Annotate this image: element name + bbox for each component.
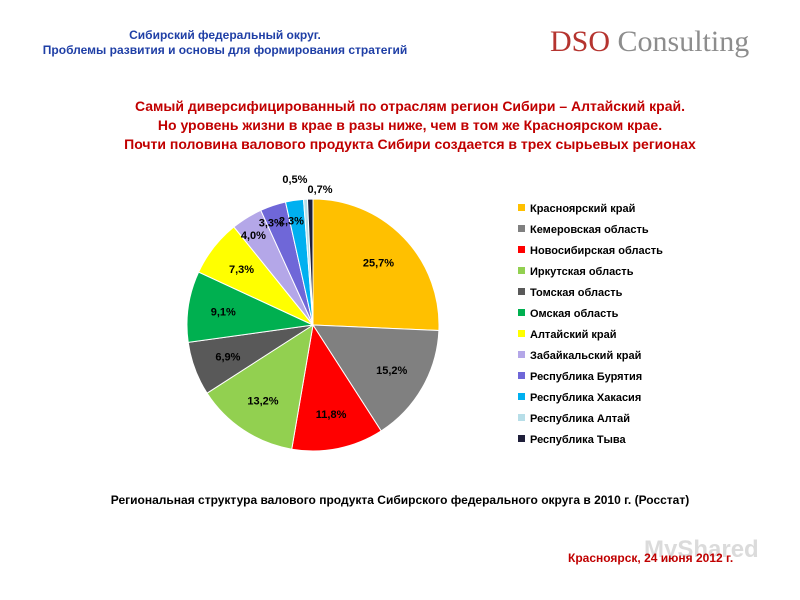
- slide-headline: Самый диверсифицированный по отраслям ре…: [20, 97, 800, 154]
- legend-swatch: [518, 288, 525, 295]
- pie-slice: [206, 323, 314, 450]
- legend-swatch: [518, 267, 525, 274]
- legend-label: Красноярский край: [530, 203, 635, 215]
- slice-value-label: 11,8%: [316, 409, 347, 421]
- presentation-header: Сибирский федеральный округ. Проблемы ра…: [0, 28, 450, 58]
- headline-line3: Почти половина валового продукта Сибири …: [124, 136, 696, 152]
- watermark: MyShared: [644, 536, 759, 563]
- logo-mark: DSO: [550, 25, 611, 58]
- slice-value-label: 3,3%: [259, 218, 284, 230]
- slice-value-label: 0,5%: [282, 174, 307, 186]
- header-title-line1: Сибирский федеральный округ.: [129, 28, 321, 42]
- pie-slice: [306, 198, 314, 326]
- legend-swatch: [518, 372, 525, 379]
- legend-label: Республика Алтай: [530, 413, 630, 425]
- legend-swatch: [518, 435, 525, 442]
- legend-swatch: [518, 330, 525, 337]
- legend-swatch: [518, 246, 525, 253]
- legend-label: Иркутская область: [530, 266, 634, 278]
- legend-swatch: [518, 414, 525, 421]
- slice-value-label: 6,9%: [215, 352, 240, 364]
- headline-line1: Самый диверсифицированный по отраслям ре…: [134, 98, 685, 114]
- slice-value-label: 13,2%: [247, 396, 278, 408]
- pie-slice: [312, 198, 440, 332]
- footer-place-date: Красноярск, 24 июня 2012 г.: [568, 551, 734, 565]
- legend-swatch: [518, 204, 525, 211]
- legend-swatch: [518, 393, 525, 400]
- legend-label: Томская область: [530, 287, 623, 299]
- header-title-line2: Проблемы развития и основы для формирова…: [42, 43, 408, 57]
- slice-value-label: 7,3%: [229, 264, 254, 276]
- legend-label: Алтайский край: [530, 329, 617, 341]
- legend-swatch: [518, 225, 525, 232]
- pie-slice: [291, 323, 382, 452]
- slice-value-label: 4,0%: [241, 230, 266, 242]
- slice-value-label: 9,1%: [211, 307, 236, 319]
- legend-label: Новосибирская область: [530, 245, 663, 257]
- slice-value-label: 15,2%: [376, 365, 407, 377]
- legend-swatch: [518, 351, 525, 358]
- legend-label: Республика Тыва: [530, 434, 626, 446]
- pie-slice: [312, 324, 440, 432]
- logo-text: Consulting: [617, 25, 750, 58]
- legend-label: Забайкальский край: [530, 350, 641, 362]
- slice-value-label: 2,3%: [279, 215, 304, 227]
- slice-value-label: 25,7%: [363, 257, 394, 269]
- legend-label: Омская область: [530, 308, 619, 320]
- legend-label: Кемеровская область: [530, 224, 649, 236]
- chart-caption: Региональная структура валового продукта…: [110, 493, 690, 507]
- slice-value-label: 0,7%: [307, 184, 332, 196]
- headline-line2: Но уровень жизни в крае в разы ниже, чем…: [157, 117, 663, 133]
- company-logo: DSO Consulting: [550, 24, 749, 60]
- legend-swatch: [518, 309, 525, 316]
- legend-label: Республика Хакасия: [530, 392, 641, 404]
- legend-label: Республика Бурятия: [530, 371, 642, 383]
